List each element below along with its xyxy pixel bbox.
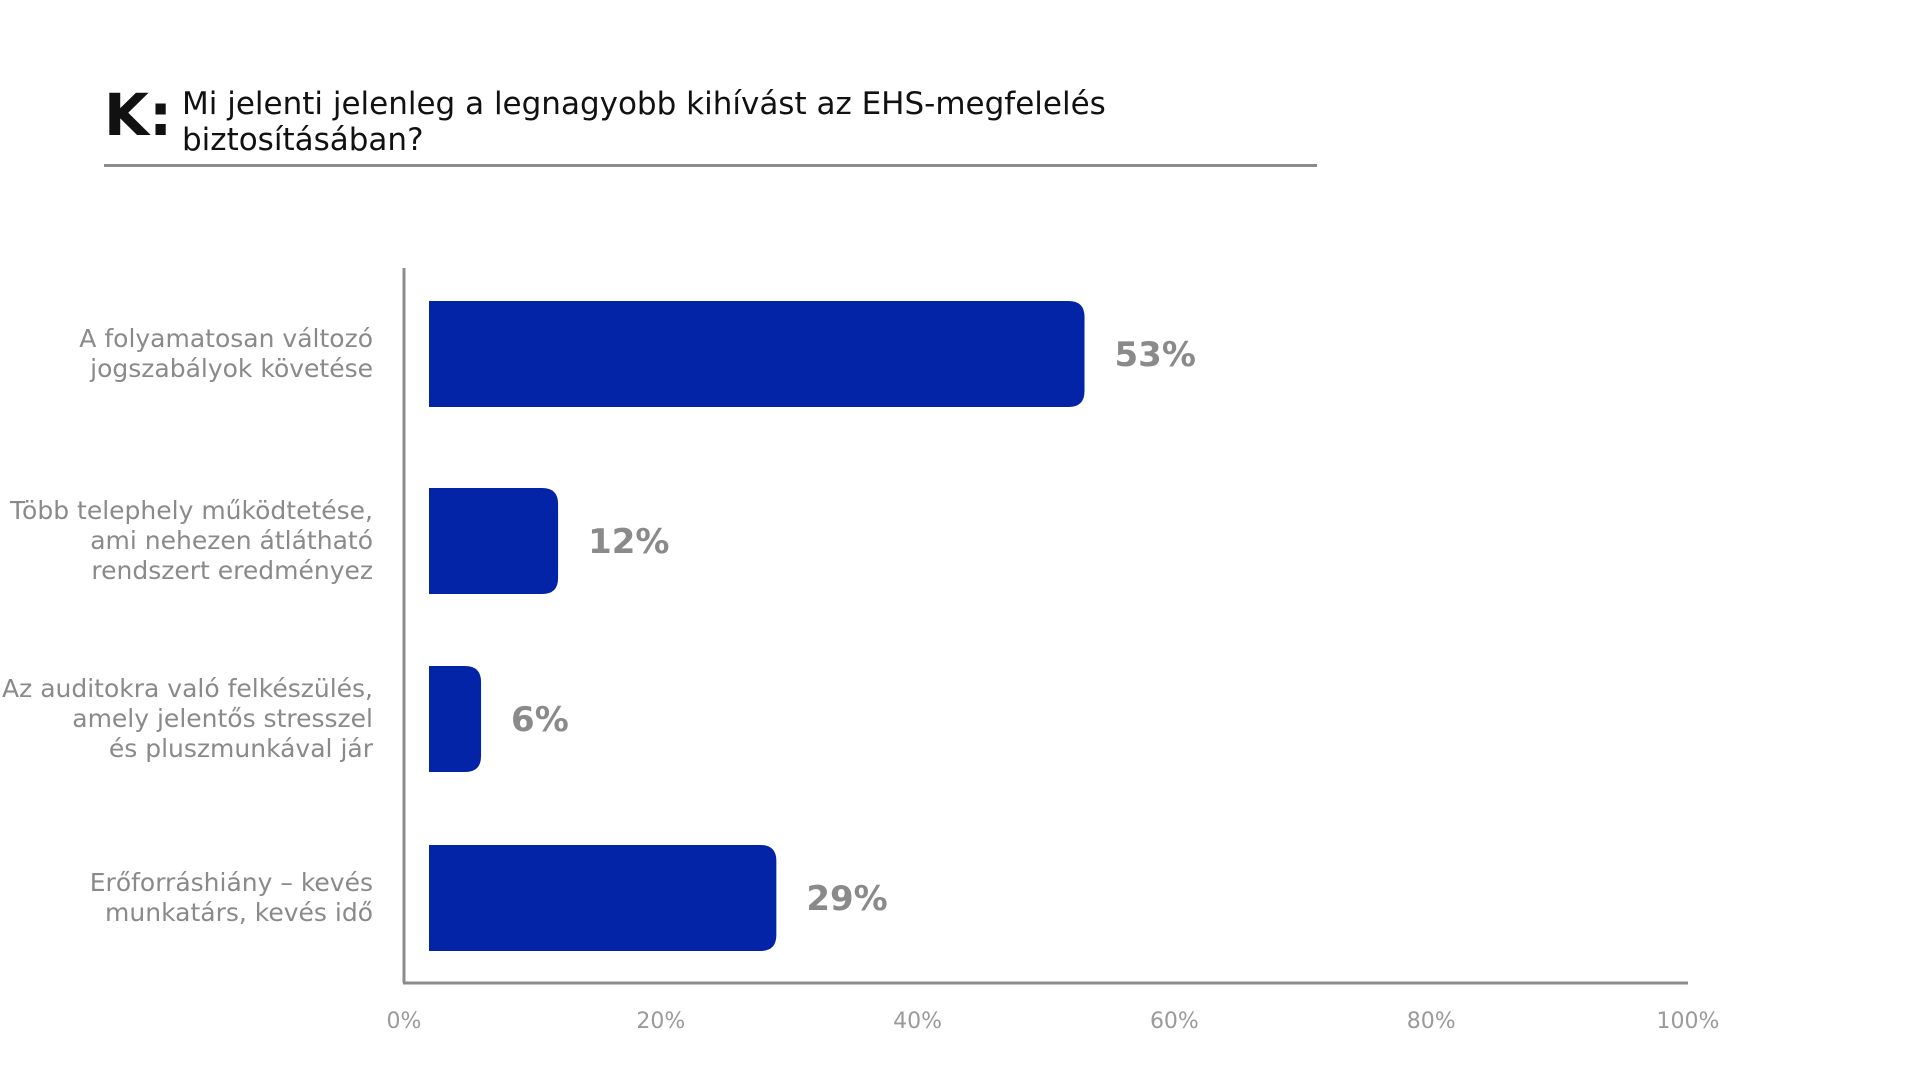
header-divider [104,164,1317,167]
category-label-2: Több telephely működtetése, ami nehezen á… [9,496,373,585]
category-label-1: A folyamatosan változó jogszabályok követ… [79,324,373,383]
bar-2 [429,488,559,594]
question-prefix: K: [104,81,173,149]
bar-3 [429,666,482,772]
category-label-4: Erőforráshiány – kevés munkatárs, kevés i… [90,868,373,927]
category-labels-group: A folyamatosan változó jogszabályok követ… [2,324,374,927]
value-labels-group: 53% 12% 6% 29% [511,335,1196,919]
x-tick-label-20: 20% [636,1009,685,1034]
x-tick-label-100: 100% [1657,1009,1720,1034]
category-label-3: Az auditokra való felkészülés, amely jele… [2,674,374,763]
x-axis-ticks-group: 0% 20% 40% 60% 80% 100% [387,1009,1720,1034]
x-tick-label-60: 60% [1150,1009,1199,1034]
bar-1 [429,301,1085,407]
bars-group [429,301,1085,951]
question-text: Mi jelenti jelenleg a legnagyobb kihívás… [182,86,1106,158]
bar-4 [429,845,777,951]
x-tick-label-0: 0% [387,1009,422,1034]
value-label-2: 12% [588,522,669,562]
value-label-4: 29% [806,879,887,919]
value-label-3: 6% [511,700,569,740]
x-tick-label-80: 80% [1407,1009,1456,1034]
value-label-1: 53% [1115,335,1196,375]
x-tick-label-40: 40% [893,1009,942,1034]
